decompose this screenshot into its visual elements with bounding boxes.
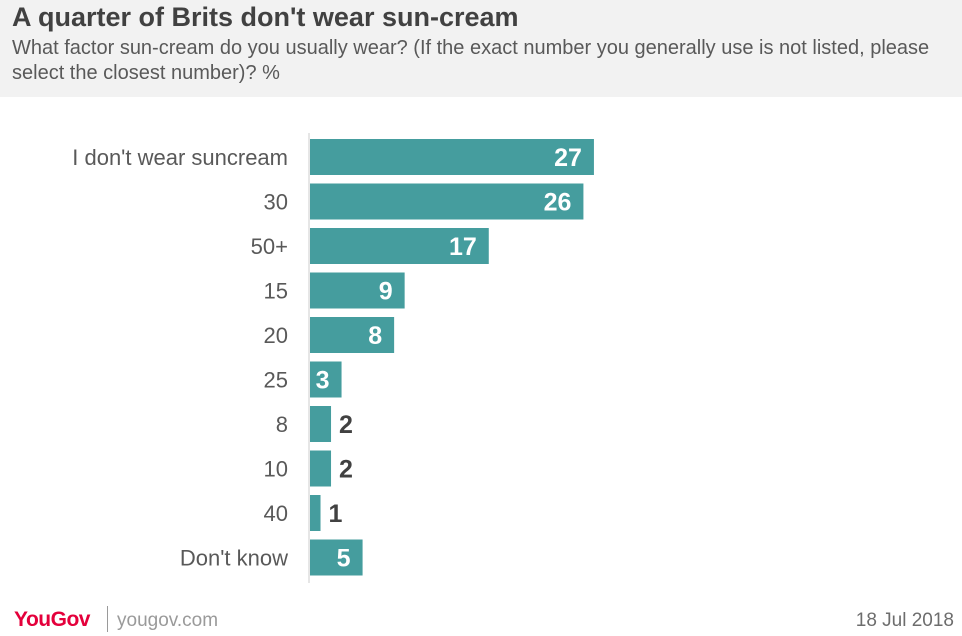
bar-value-label: 27 xyxy=(554,144,582,172)
bar-value-label: 9 xyxy=(379,278,393,306)
bar-value-label: 26 xyxy=(544,189,572,217)
header-band: A quarter of Brits don't wear sun-cream … xyxy=(0,0,962,97)
category-label: 50+ xyxy=(251,234,288,259)
footer-divider xyxy=(107,606,108,632)
bar-value-label: 8 xyxy=(368,322,382,350)
category-label: 15 xyxy=(264,279,288,304)
footer-date: 18 Jul 2018 xyxy=(855,610,954,631)
bar-value-label: 2 xyxy=(339,411,353,439)
bar-value-label: 5 xyxy=(337,545,351,573)
chart-subtitle: What factor sun-cream do you usually wea… xyxy=(12,37,930,84)
bar xyxy=(310,272,405,309)
bar xyxy=(310,539,363,576)
category-label: 10 xyxy=(264,457,288,482)
bar-value-label: 1 xyxy=(329,500,343,528)
bar-value-label: 2 xyxy=(339,456,353,484)
category-label: 40 xyxy=(264,501,288,526)
category-label: 30 xyxy=(264,190,288,215)
bar xyxy=(310,183,584,220)
bar xyxy=(310,406,332,442)
bar xyxy=(310,495,321,531)
bar xyxy=(310,228,489,264)
bar xyxy=(310,450,332,487)
category-label: 20 xyxy=(264,323,288,348)
bar xyxy=(310,317,395,353)
bar xyxy=(310,361,342,398)
bar-value-label: 17 xyxy=(449,233,477,261)
category-label: 8 xyxy=(276,412,288,437)
footer-site: yougov.com xyxy=(117,610,219,631)
bar-value-label: 3 xyxy=(316,367,330,395)
yougov-logo: YouGov xyxy=(14,608,90,631)
category-label: I don't wear suncream xyxy=(72,145,288,170)
category-label: 25 xyxy=(264,368,288,393)
category-label: Don't know xyxy=(180,546,288,571)
bar xyxy=(310,139,594,175)
chart-title: A quarter of Brits don't wear sun-cream xyxy=(12,2,519,32)
